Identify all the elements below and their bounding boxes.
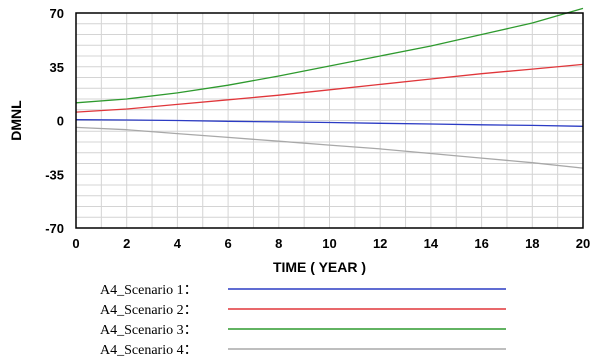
legend-label: A4_Scenario 3： [100, 323, 198, 338]
legend-label: A4_Scenario 2： [100, 303, 198, 318]
x-tick-label: 10 [322, 236, 336, 251]
x-tick-label: 20 [576, 236, 590, 251]
series-line-3 [75, 7, 584, 104]
plot-frame [75, 12, 584, 229]
tick-labels: 0 2 4 6 8 10 12 14 16 18 20 70 35 0 -35 -70 [45, 6, 590, 251]
x-tick-label: 0 [72, 236, 79, 251]
x-axis-label: TIME ( YEAR ) [273, 259, 366, 275]
series-lines [75, 7, 584, 169]
x-tick-label: 4 [174, 236, 182, 251]
x-tick-label: 18 [525, 236, 539, 251]
series-line-2 [75, 63, 584, 113]
x-tick-label: 14 [424, 236, 439, 251]
y-tick-label: -35 [45, 167, 64, 182]
x-tick-label: 16 [474, 236, 488, 251]
x-tick-label: 12 [373, 236, 387, 251]
legend-label: A4_Scenario 4： [100, 343, 198, 358]
y-axis-label: DMNL [8, 100, 24, 141]
legend: A4_Scenario 1： A4_Scenario 2： A4_Scenario … [100, 283, 506, 358]
x-tick-label: 8 [275, 236, 282, 251]
series-line-1 [75, 119, 584, 127]
x-tick-label: 6 [224, 236, 231, 251]
y-tick-label: -70 [45, 221, 64, 236]
grid [76, 13, 583, 228]
y-tick-label: 35 [50, 60, 64, 75]
y-tick-label: 0 [57, 114, 64, 129]
x-tick-label: 2 [123, 236, 130, 251]
legend-label: A4_Scenario 1： [100, 283, 198, 298]
series-line-4 [75, 126, 584, 169]
y-tick-label: 70 [50, 6, 64, 21]
